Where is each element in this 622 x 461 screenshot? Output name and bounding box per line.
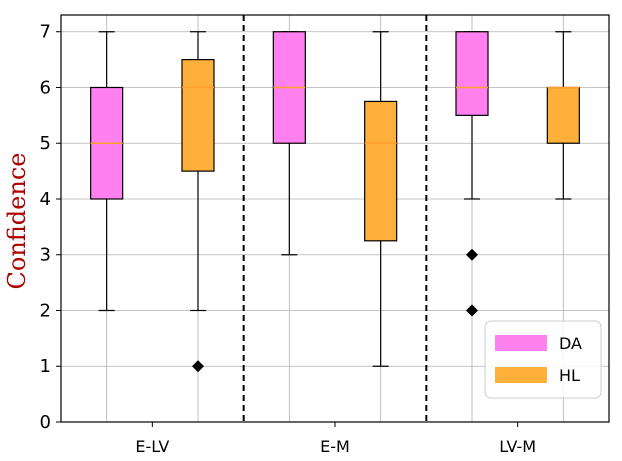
legend-swatch-da <box>495 335 547 351</box>
flier-point <box>466 304 478 317</box>
flier-point <box>192 360 204 373</box>
y-tick-label: 7 <box>40 22 51 43</box>
box-hl-lv-m <box>546 31 580 200</box>
box-da-e-m <box>272 31 306 256</box>
y-tick-label: 1 <box>40 356 51 377</box>
legend-box <box>484 320 602 399</box>
box-da-e-lv <box>90 31 124 312</box>
flier-point <box>466 248 478 261</box>
legend-label-hl: HL <box>559 366 580 385</box>
box-iqr <box>364 100 398 242</box>
x-tick-label: E-LV <box>135 437 169 456</box>
y-tick-label: 5 <box>40 133 51 154</box>
boxes <box>90 31 580 373</box>
axes: 0 1 2 3 4 5 6 7 E-LV E-M LV-M <box>40 14 610 456</box>
y-tick-label: 6 <box>40 77 51 98</box>
group-separators <box>242 15 428 422</box>
legend: DA HL <box>484 320 602 399</box>
box-iqr <box>455 31 489 116</box>
y-tick-label: 0 <box>40 412 51 433</box>
y-tick-label: 4 <box>40 189 51 210</box>
box-iqr <box>546 86 580 144</box>
y-tick-label: 3 <box>40 245 51 266</box>
y-tick-label: 2 <box>40 300 51 321</box>
y-axis-label: Confidence <box>3 153 31 290</box>
x-tick-label: LV-M <box>499 437 536 456</box>
box-da-lv-m <box>455 31 489 317</box>
box-hl-e-m <box>364 31 398 367</box>
legend-label-da: DA <box>559 334 582 353</box>
x-tick-label: E-M <box>320 437 350 456</box>
box-iqr <box>181 59 215 172</box>
legend-swatch-hl <box>495 367 547 383</box>
box-hl-e-lv <box>181 31 215 373</box>
